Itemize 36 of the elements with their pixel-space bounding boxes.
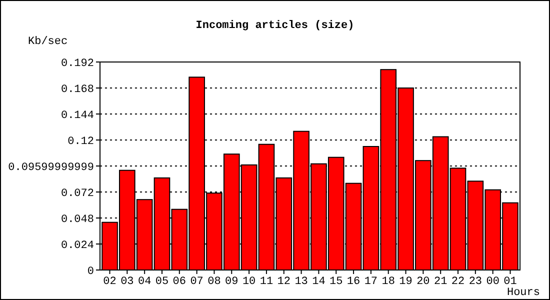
x-tick-label: 02	[103, 276, 116, 288]
x-tick-label: 06	[172, 276, 186, 288]
x-tick-label: 17	[364, 276, 378, 288]
chart-title: Incoming articles (size)	[196, 20, 354, 32]
x-tick-label: 12	[277, 276, 290, 288]
y-tick-label: 0.192	[60, 58, 94, 70]
y-tick-label: 0.09599999999	[8, 162, 94, 174]
x-tick-label: 11	[260, 276, 274, 288]
x-tick-label: 05	[155, 276, 169, 288]
y-tick-label: 0.048	[60, 214, 94, 226]
x-tick-label: 14	[312, 276, 326, 288]
y-tick-label: 0.12	[68, 136, 94, 148]
x-tick-label: 03	[120, 276, 134, 288]
x-tick-label: 13	[294, 276, 308, 288]
x-tick-label: 22	[451, 276, 465, 288]
y-tick-label: 0.072	[60, 188, 94, 200]
x-axis-title: Hours	[506, 287, 540, 299]
x-tick-label: 10	[242, 276, 256, 288]
x-tick-label: 23	[468, 276, 482, 288]
x-tick-label: 15	[330, 276, 343, 288]
x-tick-label: 19	[399, 276, 412, 288]
x-tick-label: 01	[504, 276, 518, 288]
x-tick-label: 16	[346, 276, 360, 288]
y-tick-label: 0.144	[60, 110, 94, 122]
x-tick-label: 21	[434, 276, 448, 288]
x-tick-label: 09	[225, 276, 238, 288]
y-axis-title: Kb/sec	[28, 36, 68, 48]
x-tick-label: 07	[190, 276, 204, 288]
y-tick-label: 0.024	[60, 240, 94, 252]
y-tick-label: 0	[87, 266, 94, 278]
x-tick-label: 08	[208, 276, 221, 288]
x-tick-label: 00	[486, 276, 500, 288]
y-tick-label: 0.168	[60, 84, 94, 96]
x-tick-label: 18	[382, 276, 395, 288]
x-tick-label: 20	[416, 276, 430, 288]
x-tick-label: 04	[138, 276, 152, 288]
